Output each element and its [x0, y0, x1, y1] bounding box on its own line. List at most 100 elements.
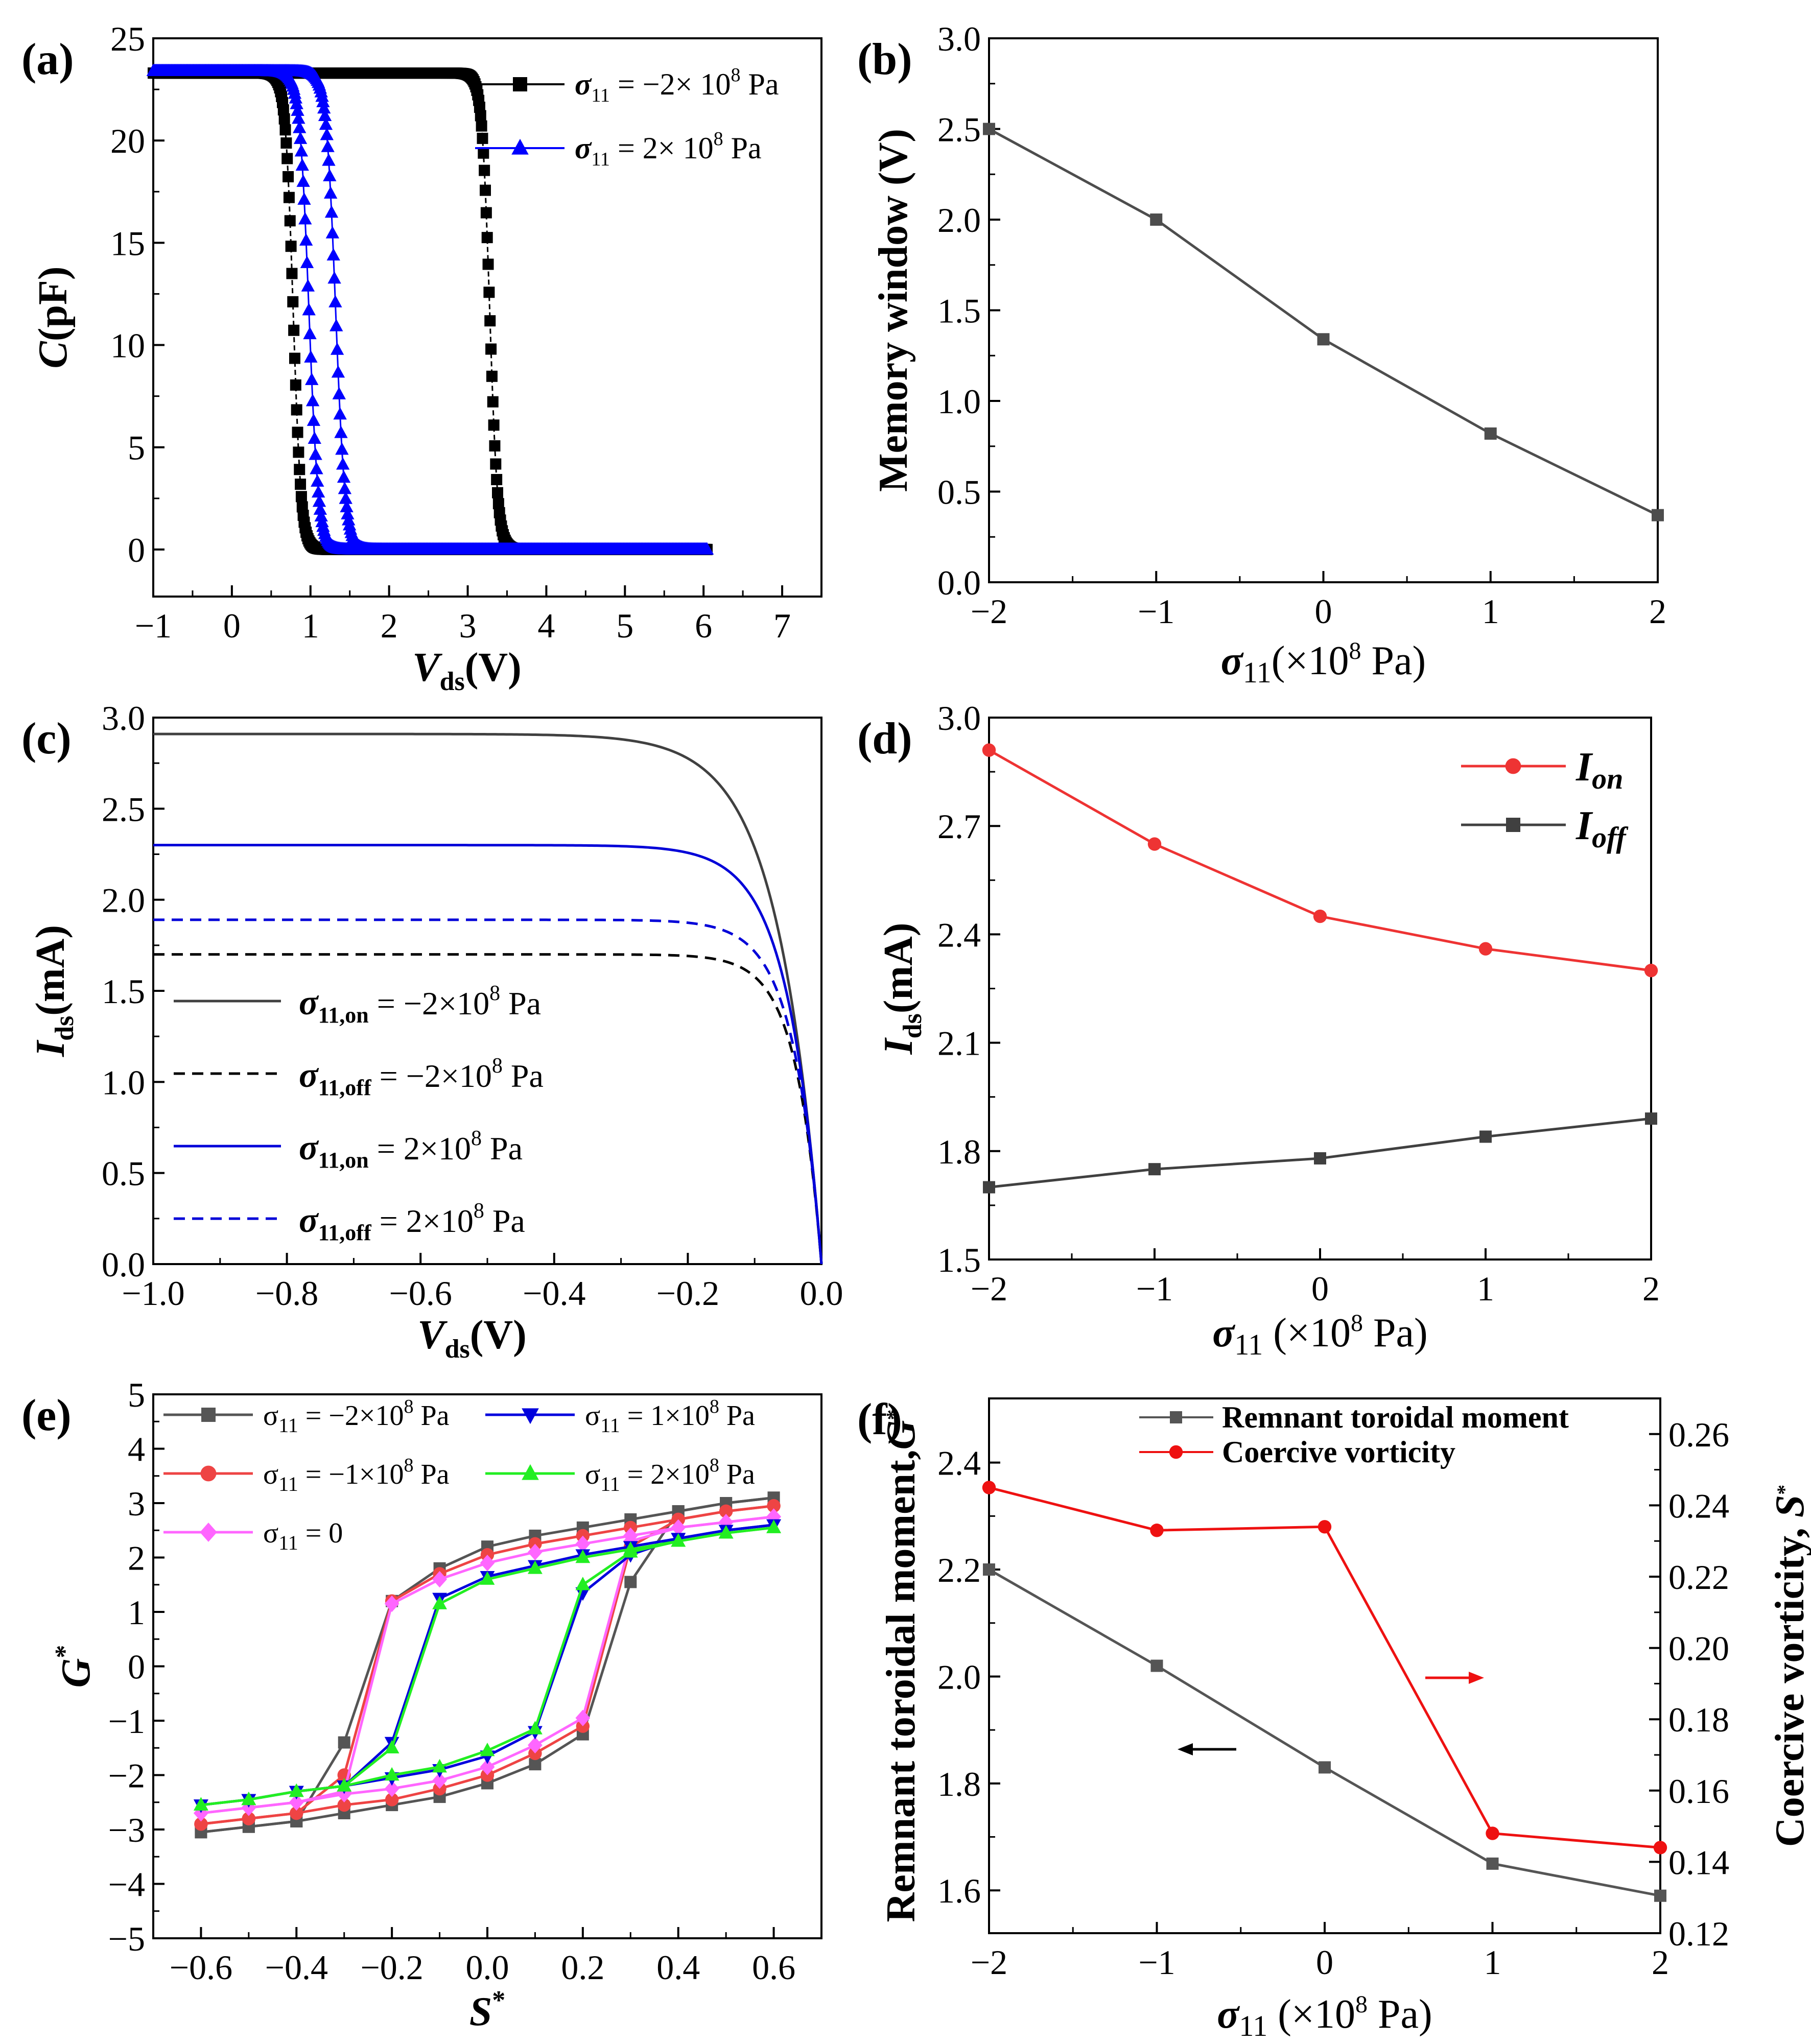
x-tick-label: 5 — [616, 606, 633, 645]
x-tick-label: 0 — [1316, 1943, 1333, 1982]
data-point — [766, 1508, 781, 1525]
data-point — [289, 91, 303, 104]
data-point — [286, 268, 298, 279]
x-axis-sub: 11 — [1234, 1328, 1263, 1361]
x-tick-label: −2 — [971, 1943, 1007, 1982]
legend-unit: Pa — [413, 1400, 449, 1432]
data-point — [1486, 1857, 1499, 1870]
x-tick-label: −0.6 — [389, 1274, 452, 1313]
x-axis-sub: ds — [440, 667, 465, 696]
legend-text: σ11 = 2× 108 Pa — [575, 128, 762, 170]
legend-text: Coercive vorticity — [1222, 1435, 1455, 1469]
data-point — [277, 104, 289, 116]
y-tick-label: 2.1 — [937, 1024, 981, 1063]
legend-sup: 8 — [710, 1455, 719, 1476]
legend-unit: Pa — [740, 67, 779, 101]
legend-sub: on — [1592, 762, 1623, 795]
y-tick-label: 1.0 — [102, 1063, 145, 1102]
x-tick-label: 7 — [773, 606, 791, 645]
data-point — [295, 479, 307, 490]
data-point — [1652, 509, 1664, 521]
data-point — [342, 513, 356, 526]
legend-unit: Pa — [413, 1459, 449, 1490]
y-tick-label: 2.0 — [102, 881, 145, 920]
x-axis-sub: 11 — [1239, 2009, 1267, 2042]
plot-frame — [988, 717, 1652, 1261]
data-point — [432, 1772, 447, 1789]
x-tick-label: 0.6 — [752, 1948, 795, 1987]
x-tick-label: −0.2 — [360, 1948, 423, 1987]
series-line — [988, 1568, 1661, 1897]
series-line — [988, 128, 1659, 516]
legend-marker — [1169, 1445, 1183, 1459]
x-axis-label: σ11 (×108 Pa) — [1212, 1310, 1427, 1361]
y-axis-symbol: G — [54, 1658, 99, 1688]
y-tick-label: 5 — [128, 429, 145, 467]
legend-f-0: Remnant toroidal moment — [1139, 1400, 1569, 1434]
legend-sup: 8 — [492, 1054, 503, 1078]
data-point — [335, 442, 349, 455]
data-point — [323, 169, 337, 181]
y-tick-label: 2.0 — [937, 201, 981, 240]
legend-sub: 11,on — [318, 1003, 369, 1028]
legend-text: σ11,off = 2×108 Pa — [299, 1199, 525, 1245]
legend-sub: off — [1592, 821, 1629, 854]
x-axis-sub: ds — [445, 1335, 470, 1364]
legend-text: σ11 = −2×108 Pa — [263, 1396, 450, 1437]
x-tick-label: 0.2 — [561, 1948, 604, 1987]
data-point — [700, 542, 714, 555]
x-tick-label: −2 — [971, 592, 1007, 631]
data-point — [491, 473, 503, 485]
x-axis-label: σ11 (×108 Pa) — [1217, 1991, 1432, 2042]
plot-frame — [152, 37, 822, 598]
y-right-tick-label: 0.20 — [1668, 1629, 1729, 1668]
y-axis-symbol: C — [31, 341, 76, 369]
x-tick-label: 2 — [381, 606, 398, 645]
data-point — [1317, 333, 1330, 346]
legend-sym: σ — [263, 1400, 278, 1432]
data-point — [332, 387, 346, 399]
x-tick-label: −1 — [1136, 1269, 1173, 1308]
data-point — [671, 1533, 686, 1547]
x-tick-label: −2 — [971, 1269, 1007, 1308]
data-point — [1150, 1524, 1164, 1537]
x-axis-tail: Pa) — [1368, 1992, 1432, 2037]
data-point — [338, 1736, 350, 1749]
data-point — [485, 343, 497, 355]
legend-post: = 2× 10 — [610, 131, 714, 165]
data-point — [384, 1740, 399, 1754]
data-point — [337, 1798, 351, 1812]
x-tick-label: 0.0 — [466, 1948, 509, 1987]
legend-marker — [513, 77, 527, 91]
panel-b: −2 −1 0 1 2 0.0 0.5 1.0 1.5 2.0 2.5 3.0 (b) σ11(×108 … — [857, 19, 1666, 689]
y-right-tick-label: 0.12 — [1668, 1914, 1729, 1953]
data-point — [492, 487, 504, 498]
data-point — [479, 164, 490, 176]
y-right-axis-label: Coercive vorticity, S* — [1768, 1485, 1811, 1847]
series-line — [989, 1486, 1661, 1849]
data-point — [311, 485, 325, 498]
y-tick-label: 0.5 — [102, 1154, 145, 1193]
legend-unit: Pa — [482, 1130, 523, 1167]
y-right-tick-label: 0.16 — [1668, 1772, 1729, 1811]
y-tick-label: 2.7 — [937, 807, 981, 846]
data-point — [983, 1563, 995, 1576]
data-point — [385, 1793, 399, 1807]
y-axis-unit: (pF) — [31, 267, 76, 342]
y-tick-label: −3 — [108, 1811, 145, 1849]
x-axis-label: Vds(V) — [417, 1313, 527, 1364]
panel-label: (d) — [857, 714, 912, 764]
data-point — [480, 1742, 495, 1756]
y-tick-label: 3.0 — [937, 19, 981, 58]
panel-label: (a) — [21, 35, 74, 84]
y-right-axis-sup: * — [1773, 1485, 1796, 1495]
data-point — [331, 365, 345, 378]
data-point — [767, 1499, 781, 1513]
data-point — [315, 89, 329, 102]
data-point — [283, 192, 295, 203]
y-tick-label: −4 — [108, 1865, 145, 1904]
data-point — [476, 120, 487, 132]
data-point — [340, 500, 354, 512]
data-point — [316, 94, 330, 107]
